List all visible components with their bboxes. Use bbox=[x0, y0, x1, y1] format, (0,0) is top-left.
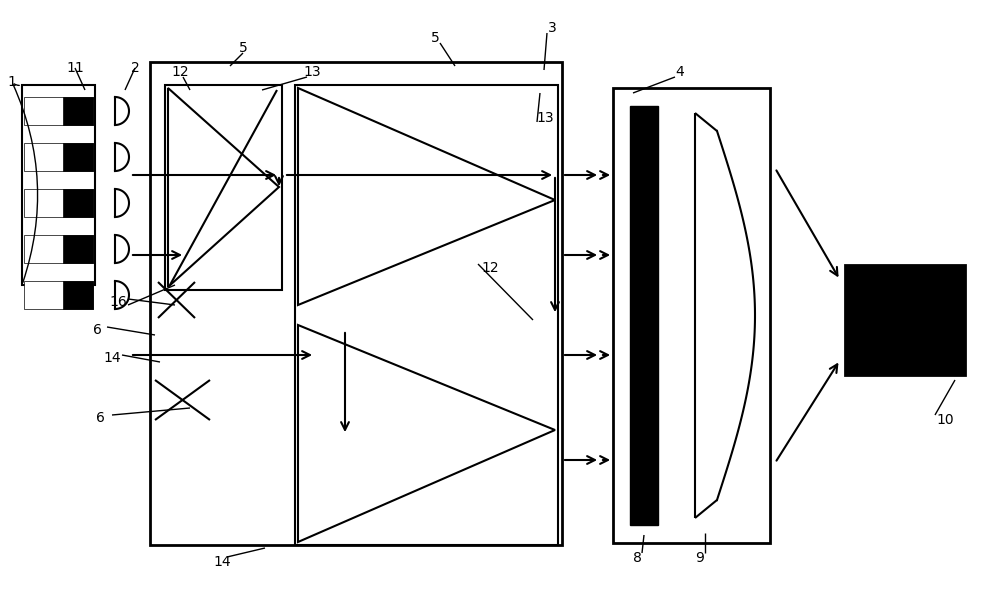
Text: 4: 4 bbox=[676, 65, 684, 79]
Polygon shape bbox=[168, 88, 279, 287]
Polygon shape bbox=[298, 325, 555, 542]
Text: 6: 6 bbox=[96, 411, 104, 425]
Bar bbox=[24, 235, 93, 263]
Text: 12: 12 bbox=[171, 65, 189, 79]
Text: 8: 8 bbox=[633, 551, 641, 565]
Text: 3: 3 bbox=[548, 21, 556, 35]
Bar bbox=[150, 62, 562, 545]
Text: 13: 13 bbox=[303, 65, 321, 79]
Bar bbox=[165, 85, 282, 290]
Bar bbox=[63, 143, 93, 171]
Text: 2: 2 bbox=[131, 61, 139, 75]
Bar bbox=[295, 85, 558, 545]
Text: 5: 5 bbox=[431, 31, 439, 45]
Bar bbox=[613, 88, 770, 543]
Bar bbox=[63, 189, 93, 217]
Bar bbox=[22, 85, 95, 285]
Text: 16: 16 bbox=[109, 295, 127, 309]
Text: 14: 14 bbox=[103, 351, 121, 365]
Text: 10: 10 bbox=[936, 413, 954, 427]
Bar bbox=[24, 143, 93, 171]
Bar bbox=[24, 189, 93, 217]
Bar bbox=[24, 281, 93, 309]
Text: 5: 5 bbox=[239, 41, 247, 55]
Text: 12: 12 bbox=[481, 261, 499, 275]
Bar bbox=[63, 97, 93, 125]
Text: 14: 14 bbox=[213, 555, 231, 569]
Text: 13: 13 bbox=[536, 111, 554, 125]
Polygon shape bbox=[298, 88, 555, 305]
Bar bbox=[630, 106, 658, 525]
Bar bbox=[845, 265, 965, 375]
Bar bbox=[63, 281, 93, 309]
Bar bbox=[63, 235, 93, 263]
Text: 1: 1 bbox=[8, 75, 16, 89]
Text: 6: 6 bbox=[93, 323, 101, 337]
Text: 9: 9 bbox=[696, 551, 704, 565]
Text: 11: 11 bbox=[66, 61, 84, 75]
Bar bbox=[24, 97, 93, 125]
